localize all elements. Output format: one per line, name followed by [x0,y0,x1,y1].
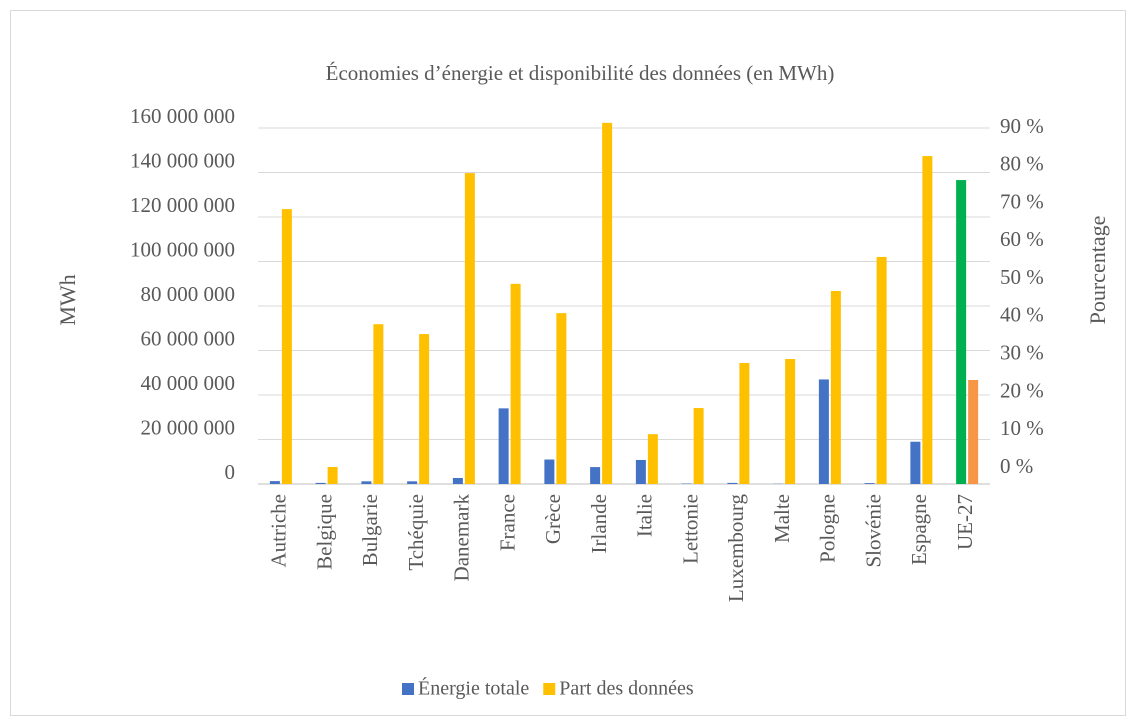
bar [956,180,967,484]
bar [452,477,463,484]
legend-swatch [402,683,414,695]
bar [647,434,658,484]
y2-tick-label: 70 % [1000,189,1044,213]
x-tick-label: France [495,494,519,551]
bar [464,173,475,485]
bar [785,359,796,484]
y-tick-label: 40 000 000 [141,371,236,395]
bar [910,441,921,484]
x-tick-label: Danemark [450,494,474,582]
bar [727,482,738,484]
y2-tick-label: 40 % [1000,303,1044,327]
bar [373,324,384,484]
x-tick-label: Lettonie [678,494,702,564]
x-tick-label: Pologne [816,494,840,563]
y2-tick-label: 0 % [1000,454,1033,478]
y-tick-label: 160 000 000 [130,104,235,128]
bar [510,283,521,484]
x-tick-label: Grèce [541,494,565,544]
y-axis-title: MWh [55,274,80,325]
bar [739,362,750,484]
bar [602,122,613,484]
bar [864,483,875,484]
legend-label: Part des données [559,678,694,700]
y-tick-label: 0 [225,460,236,484]
bar [968,379,979,484]
y2-tick-label: 80 % [1000,152,1044,176]
bar [693,408,704,484]
bar [281,209,292,485]
bar [830,290,841,484]
y-tick-label: 60 000 000 [141,326,236,350]
chart-title: Économies d’énergie et disponibilité des… [326,61,835,85]
bar [556,313,567,484]
x-tick-label: Malte [770,494,794,543]
y2-tick-label: 60 % [1000,227,1044,251]
x-tick-label: Espagne [907,494,931,565]
x-tick-label: Italie [633,494,657,537]
bar [419,334,430,484]
x-tick-label: Tchéquie [404,494,428,571]
bar [876,256,887,484]
y2-tick-label: 30 % [1000,340,1044,364]
bar [407,481,418,484]
y-tick-label: 120 000 000 [130,193,235,217]
y2-axis-title: Pourcentage [1085,216,1110,325]
y-tick-label: 80 000 000 [141,282,236,306]
x-tick-label: Slovénie [861,494,885,568]
legend-label: Énergie totale [418,677,529,700]
y2-tick-label: 10 % [1000,416,1044,440]
bar [635,459,646,484]
y2-tick-label: 20 % [1000,378,1044,402]
x-tick-label: Autriche [267,494,291,567]
x-tick-label: Luxembourg [724,494,748,603]
x-tick-label: UE-27 [953,494,977,550]
bar [590,467,601,484]
bar [498,408,509,484]
y-tick-label: 140 000 000 [130,148,235,172]
bar [361,481,372,484]
bar [315,482,326,484]
x-tick-label: Bulgarie [358,494,382,566]
bar [544,459,555,484]
legend-swatch [543,683,556,695]
y2-tick-label: 50 % [1000,265,1044,289]
x-tick-label: Irlande [587,494,611,553]
y2-tick-label: 90 % [1000,114,1044,138]
y-tick-label: 20 000 000 [141,415,236,439]
bar [327,466,338,484]
y-tick-label: 100 000 000 [130,237,235,261]
bar [922,156,933,484]
x-tick-label: Belgique [312,494,336,570]
bar [818,379,829,484]
bar [269,481,280,484]
